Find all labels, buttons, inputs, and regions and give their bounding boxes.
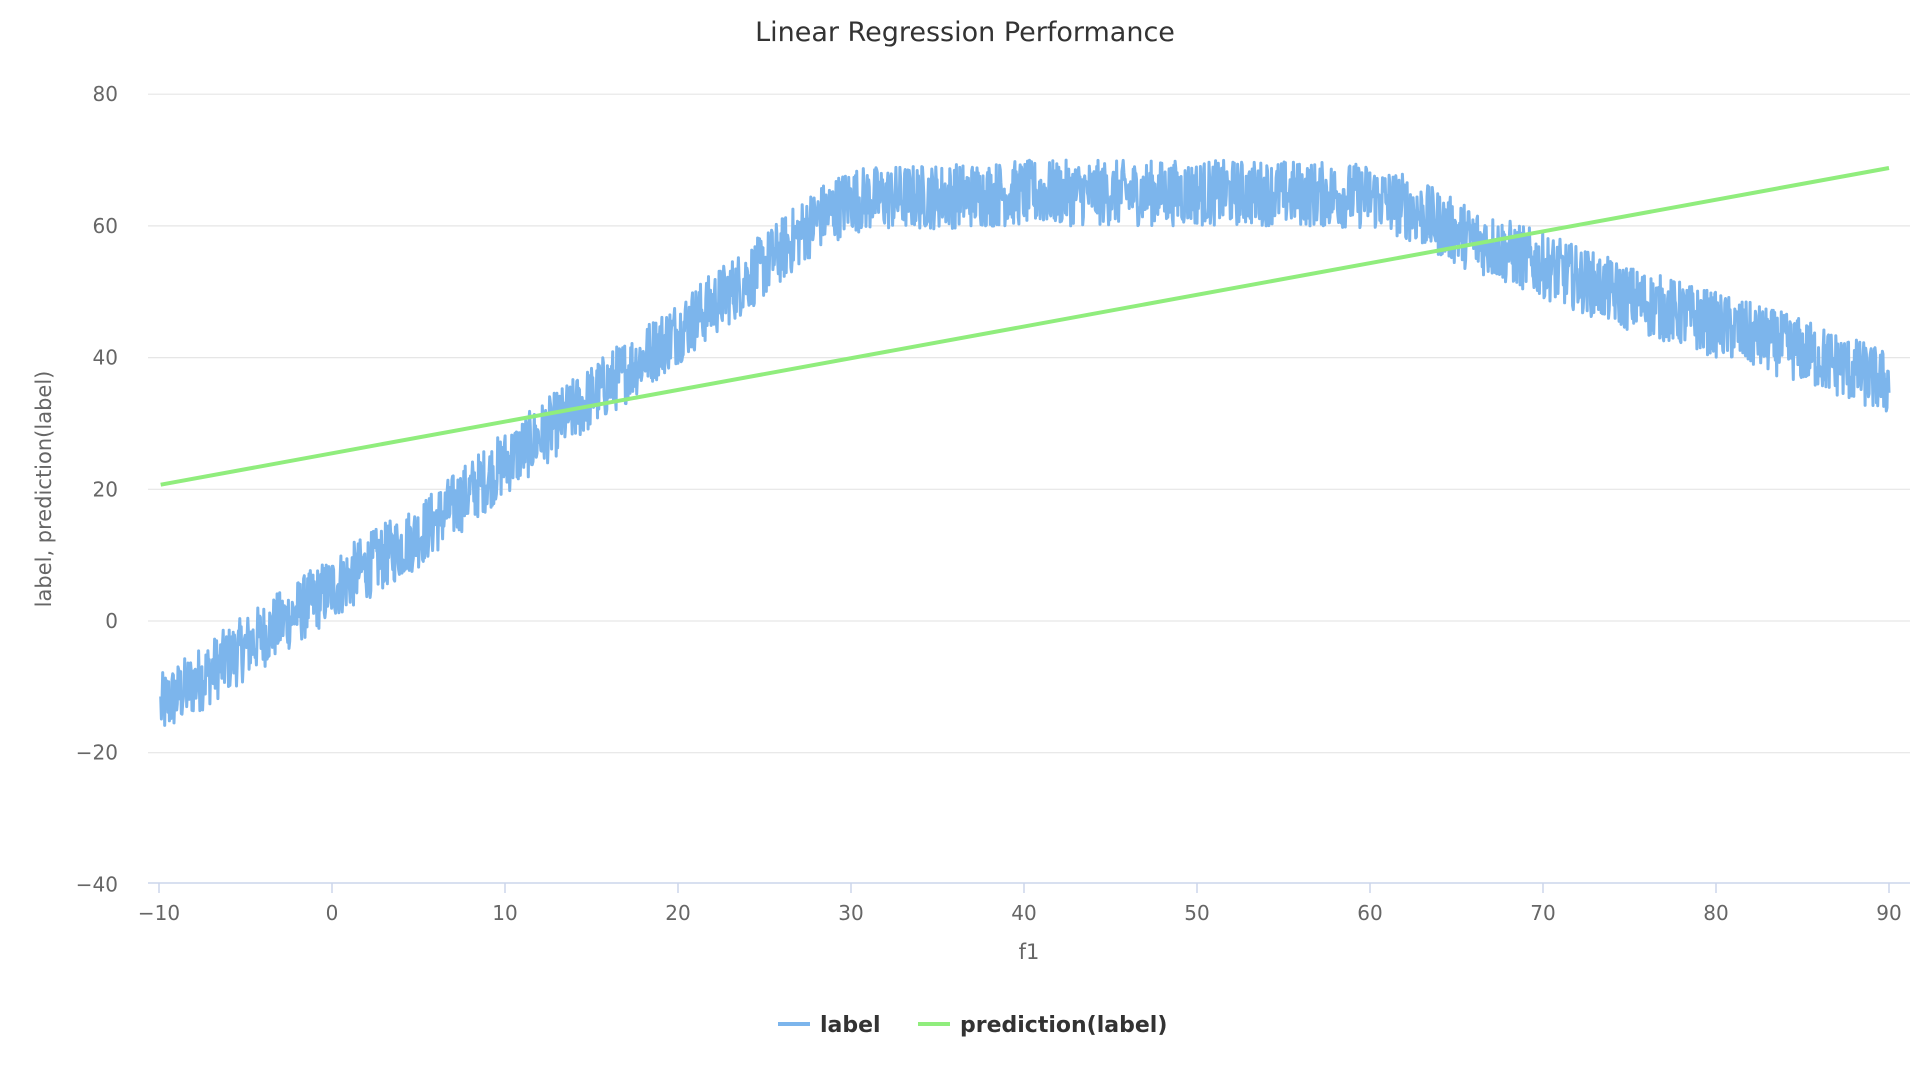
y-tick-label: 20 bbox=[93, 477, 118, 501]
legend[interactable]: label prediction(label) bbox=[778, 1013, 1167, 1038]
chart-title: Linear Regression Performance bbox=[755, 17, 1175, 48]
legend-label: prediction(label) bbox=[960, 1013, 1167, 1038]
y-tick-label: 80 bbox=[93, 82, 118, 106]
grid-lines bbox=[148, 93, 1910, 754]
x-tick-label: 10 bbox=[492, 901, 517, 925]
y-axis-title: label, prediction(label) bbox=[32, 371, 56, 608]
y-tick-label: −20 bbox=[76, 741, 118, 765]
x-axis-title: f1 bbox=[1019, 940, 1040, 964]
x-tick-label: 20 bbox=[665, 901, 690, 925]
y-tick-label: 40 bbox=[93, 346, 118, 370]
y-tick-label: 0 bbox=[105, 609, 118, 633]
axes: −40 −20 0 20 40 60 80 −10 0 10 20 30 40 50 60 70 80 90 bbox=[76, 82, 1910, 925]
x-tick-label: 40 bbox=[1011, 901, 1036, 925]
x-tick-label: 70 bbox=[1530, 901, 1555, 925]
x-tick-label: 80 bbox=[1703, 901, 1728, 925]
x-tick-label: 50 bbox=[1184, 901, 1209, 925]
legend-item-prediction[interactable]: prediction(label) bbox=[918, 1013, 1167, 1038]
legend-label: label bbox=[820, 1013, 881, 1038]
legend-item-label[interactable]: label bbox=[778, 1013, 881, 1038]
x-tick-label: −10 bbox=[138, 901, 180, 925]
y-tick-label: 60 bbox=[93, 214, 118, 238]
y-tick-label: −40 bbox=[76, 872, 118, 896]
series-line-prediction[interactable] bbox=[160, 166, 1890, 487]
x-tick-label: 90 bbox=[1876, 901, 1901, 925]
x-tick-label: 30 bbox=[838, 901, 863, 925]
series-layer bbox=[159, 158, 1891, 727]
x-tick-label: 60 bbox=[1357, 901, 1382, 925]
series-line-label[interactable] bbox=[159, 158, 1891, 727]
x-tick-label: 0 bbox=[326, 901, 339, 925]
